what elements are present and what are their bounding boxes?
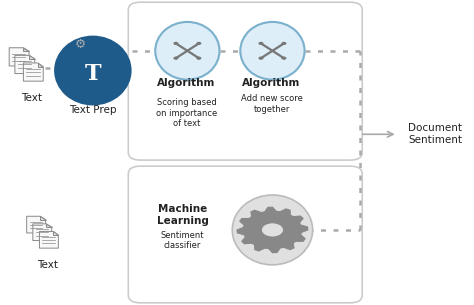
Text: Algorithm: Algorithm	[157, 78, 216, 88]
Ellipse shape	[240, 22, 305, 80]
Text: Document
Sentiment: Document Sentiment	[409, 124, 463, 145]
Circle shape	[196, 56, 201, 60]
Polygon shape	[23, 63, 43, 81]
Circle shape	[196, 42, 201, 45]
Polygon shape	[24, 48, 29, 51]
Polygon shape	[40, 216, 46, 220]
Text: Text Prep: Text Prep	[69, 105, 117, 115]
Text: Scoring based
on importance
of text: Scoring based on importance of text	[156, 98, 217, 128]
Polygon shape	[33, 224, 52, 241]
Circle shape	[282, 42, 286, 45]
Circle shape	[261, 223, 283, 237]
Polygon shape	[237, 207, 308, 253]
Ellipse shape	[155, 22, 219, 80]
Polygon shape	[27, 216, 46, 233]
Text: Algorithm: Algorithm	[242, 78, 301, 88]
Polygon shape	[53, 231, 58, 235]
Polygon shape	[37, 63, 43, 66]
Ellipse shape	[54, 36, 132, 106]
Polygon shape	[15, 55, 35, 74]
Circle shape	[173, 42, 178, 45]
Circle shape	[173, 56, 178, 60]
Text: T: T	[84, 63, 101, 84]
Polygon shape	[39, 231, 58, 248]
Text: Sentiment
classifier: Sentiment classifier	[161, 231, 204, 250]
Circle shape	[261, 223, 283, 237]
Text: Machine
Learning: Machine Learning	[157, 204, 209, 225]
Text: Add new score
together: Add new score together	[241, 94, 302, 114]
Polygon shape	[46, 224, 52, 227]
Circle shape	[282, 56, 286, 60]
Polygon shape	[29, 55, 35, 59]
Text: Text: Text	[37, 260, 58, 270]
FancyBboxPatch shape	[128, 2, 362, 160]
Text: Text: Text	[21, 93, 42, 103]
Circle shape	[258, 56, 264, 60]
Ellipse shape	[232, 195, 313, 265]
Polygon shape	[9, 48, 29, 66]
Text: ⚙: ⚙	[74, 38, 86, 51]
Circle shape	[258, 42, 264, 45]
FancyBboxPatch shape	[128, 166, 362, 303]
